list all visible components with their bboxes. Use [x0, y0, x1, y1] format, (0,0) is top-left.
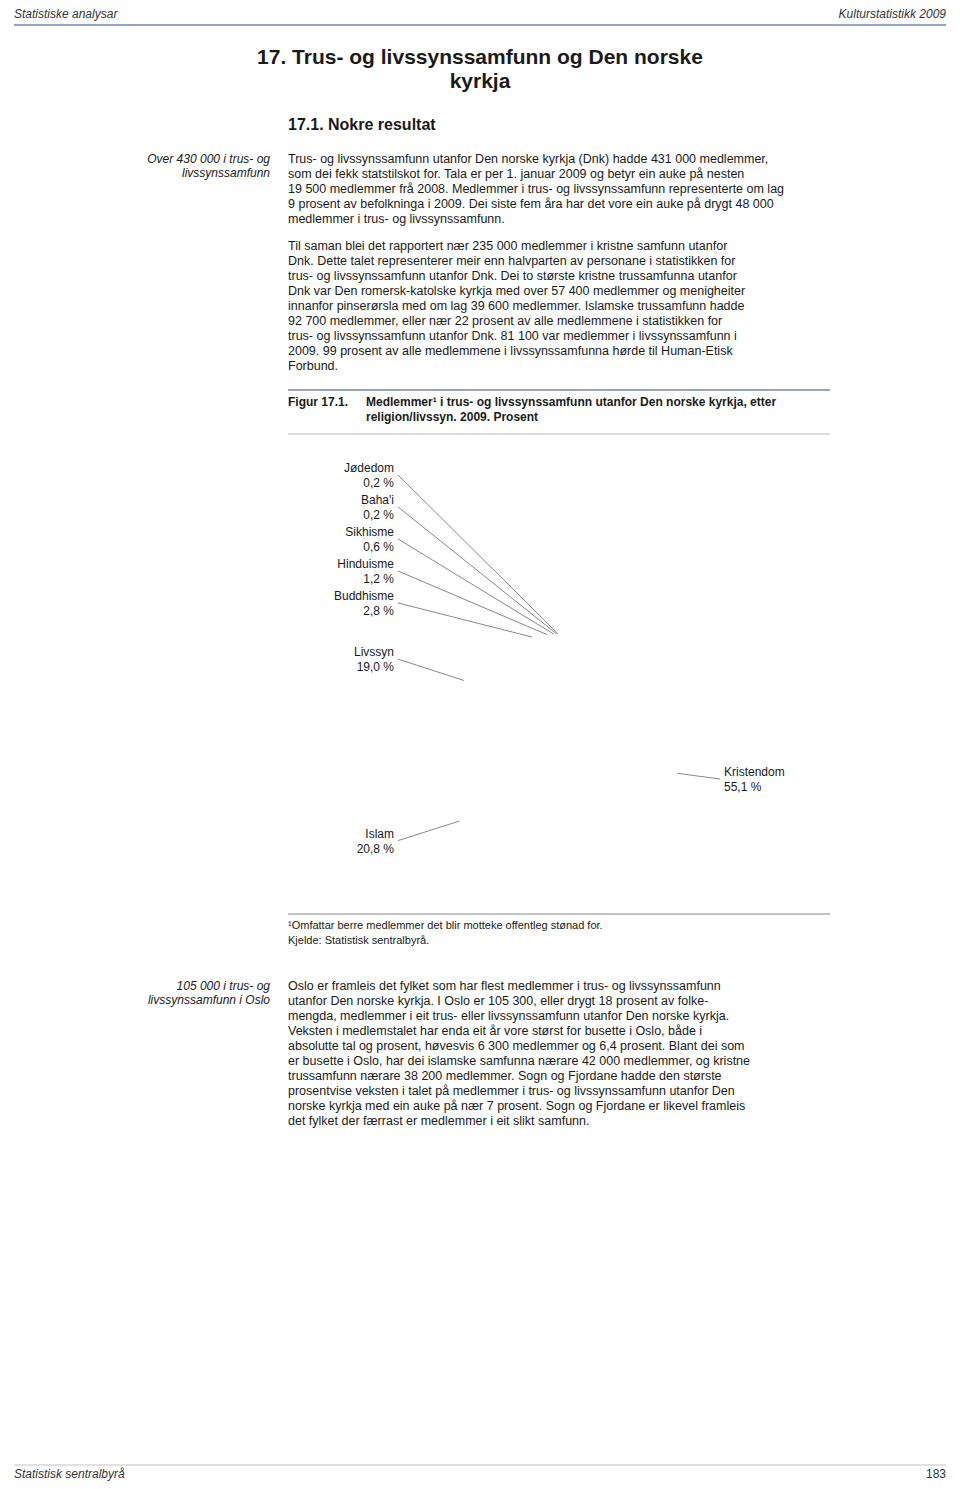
body-text: trussamfunn nærare 38 200 medlemmer. Sog…: [288, 1069, 722, 1083]
margin-note: Over 430 000 i trus- og: [147, 152, 270, 166]
body-text: utanfor Den norske kyrkja. I Oslo er 105…: [288, 994, 708, 1008]
page-header: Kulturstatistikk 2009: [839, 7, 947, 21]
page-number: 183: [926, 1467, 946, 1481]
body-text: innanfor pinserørsla med om lag 39 600 m…: [288, 299, 745, 313]
body-text: 92 700 medlemmer, eller nær 22 prosent a…: [288, 314, 722, 328]
slice-label: Islam: [365, 827, 394, 841]
body-text: mengda, medlemmer i eit trus- eller livs…: [288, 1009, 729, 1023]
chapter-title: kyrkja: [450, 69, 511, 92]
page: Statistiske analysar Kulturstatistikk 200…: [0, 0, 960, 1489]
body-text: absolutte tal og prosent, høvesvis 6 300…: [288, 1039, 745, 1053]
leader-line: [398, 507, 557, 634]
data-label: 2,8 %: [363, 604, 394, 618]
footnote-rule: [288, 914, 830, 915]
data-label: 0,6 %: [363, 540, 394, 554]
page-header: Statistiske analysar: [14, 7, 118, 21]
leader-line: [398, 539, 554, 634]
body-text: Oslo er framleis det fylket som har fles…: [288, 979, 721, 993]
slice-label: Buddhisme: [334, 589, 394, 603]
chapter-title: 17. Trus- og livssynssamfunn og Den nors…: [257, 45, 703, 68]
body-text: 2009. 99 prosent av alle medlemmene i li…: [288, 344, 733, 358]
body-text: Til saman blei det rapportert nær 235 00…: [288, 239, 727, 253]
body-text: Veksten i medlemstalet har enda eit år v…: [288, 1024, 702, 1038]
body-text: det fylket der færrast er medlemmer i ei…: [288, 1114, 589, 1128]
body-text: som dei fekk statstilskot for. Tala er p…: [288, 167, 744, 181]
data-label: 0,2 %: [363, 476, 394, 490]
leader-line: [398, 571, 547, 635]
data-label: 0,2 %: [363, 508, 394, 522]
leader-line: [398, 821, 459, 841]
margin-note: livssynssamfunn i Oslo: [148, 993, 270, 1007]
figure-rule: [288, 434, 830, 435]
chart-title: Medlemmer¹ i trus- og livssynssamfunn ut…: [366, 395, 776, 409]
footnote: Kjelde: Statistisk sentralbyrå.: [288, 934, 429, 946]
section-title: 17.1. Nokre resultat: [288, 116, 436, 133]
slice-label: Livssyn: [354, 645, 394, 659]
body-text: medlemmer i trus- og livssynssamfunn.: [288, 212, 505, 226]
slice-label: Hinduisme: [337, 557, 394, 571]
figure-rule: [288, 389, 830, 390]
leader-line: [677, 773, 720, 779]
data-label: 20,8 %: [357, 842, 395, 856]
header-rule: [14, 24, 946, 25]
leader-line: [398, 475, 558, 634]
body-text: Trus- og livssynssamfunn utanfor Den nor…: [288, 152, 768, 166]
body-text: Dnk. Dette talet representerer meir enn …: [288, 254, 735, 268]
figure-label: Figur 17.1.: [288, 395, 348, 409]
slice-label: Jødedom: [344, 461, 394, 475]
body-text: 19 500 medlemmer frå 2008. Medlemmer i t…: [288, 182, 784, 196]
margin-note: livssynssamfunn: [182, 166, 270, 180]
body-text: norske kyrkja med ein auke på nær 7 pros…: [288, 1099, 745, 1113]
body-text: trus- og livssynssamfunn utanfor Dnk. 81…: [288, 329, 737, 343]
data-label: 19,0 %: [357, 660, 395, 674]
body-text: trus- og livssynssamfunn utanfor Dnk. De…: [288, 269, 737, 283]
body-text: Forbund.: [288, 359, 338, 373]
footnote: ¹Omfattar berre medlemmer det blir motte…: [288, 919, 603, 931]
data-label: 55,1 %: [724, 780, 762, 794]
data-label: 1,2 %: [363, 572, 394, 586]
body-text: 9 prosent av befolkninga i 2009. Dei sis…: [288, 197, 774, 211]
page-footer: Statistisk sentralbyrå: [14, 1467, 125, 1481]
slice-label: Baha'i: [361, 493, 394, 507]
chart-title: religion/livssyn. 2009. Prosent: [366, 410, 538, 424]
slice-label: Kristendom: [724, 765, 785, 779]
body-text: prosentvise veksten i talet på medlemmer…: [288, 1084, 735, 1098]
margin-note: 105 000 i trus- og: [177, 979, 271, 993]
slice-label: Sikhisme: [345, 525, 394, 539]
body-text: Dnk var Den romersk-katolske kyrkja med …: [288, 284, 745, 298]
body-text: er busette i Oslo, har dei islamske samf…: [288, 1054, 750, 1068]
leader-line: [398, 659, 464, 680]
footer-rule: [14, 1465, 946, 1466]
